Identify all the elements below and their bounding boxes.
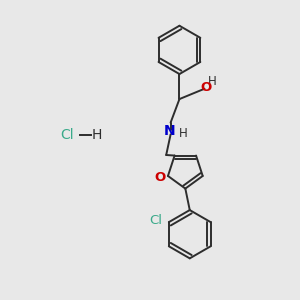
Text: H: H (92, 128, 102, 142)
Text: N: N (163, 124, 175, 138)
Text: O: O (154, 171, 165, 184)
Text: O: O (200, 81, 211, 94)
Text: H: H (208, 75, 217, 88)
Text: Cl: Cl (61, 128, 74, 142)
Text: H: H (178, 127, 188, 140)
Text: Cl: Cl (149, 214, 162, 227)
